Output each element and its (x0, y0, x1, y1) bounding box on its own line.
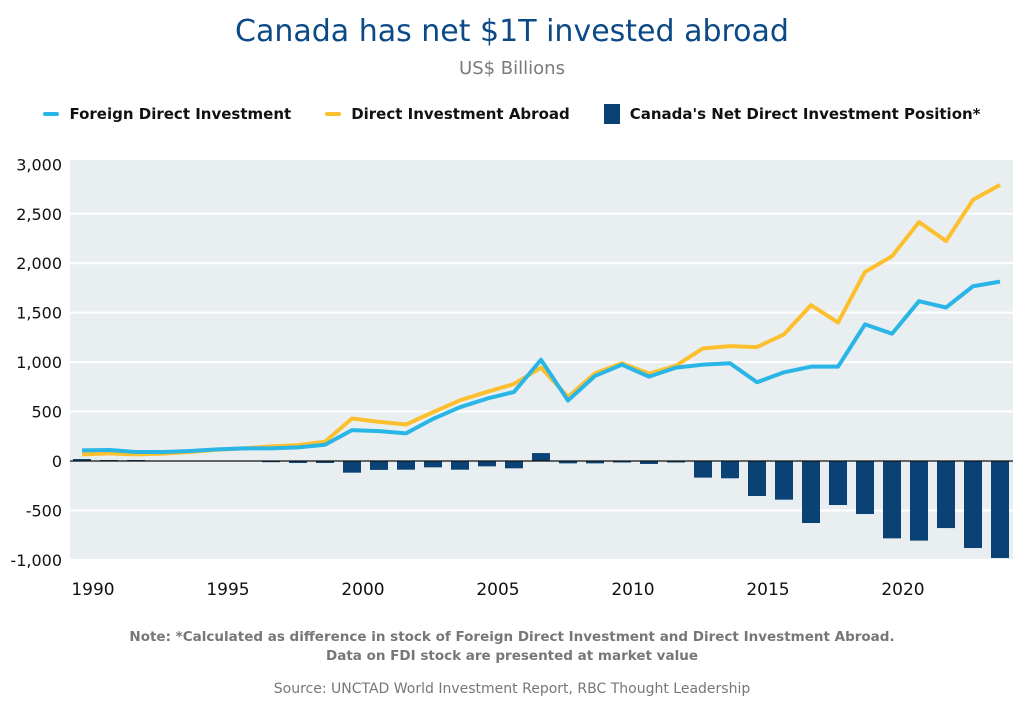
line-fdi (81, 279, 1001, 455)
bar-net-2015 (748, 461, 766, 497)
bar-net-2021 (910, 461, 928, 541)
legend-label-fdi: Foreign Direct Investment (69, 105, 292, 123)
bar-net-1990 (73, 459, 91, 461)
bar-net-2011 (640, 461, 658, 464)
legend-swatch-dia (325, 112, 342, 116)
x-tick-label: 1990 (71, 580, 114, 600)
bar-net-2013 (694, 461, 712, 478)
x-tick-label: 2015 (746, 580, 789, 600)
bar-net-2001 (370, 461, 388, 470)
y-tick-label: -500 (26, 501, 62, 520)
legend-item-dia: Direct Investment Abroad (325, 105, 570, 123)
y-tick-label: 1,000 (16, 353, 62, 372)
bar-net-2020 (883, 461, 901, 539)
bar-net-1999 (316, 461, 334, 463)
legend-label-net: Canada's Net Direct Investment Position* (629, 105, 981, 123)
chart-subtitle: US$ Billions (459, 58, 565, 79)
bar-net-2022 (937, 461, 955, 529)
bar-net-2000 (343, 461, 361, 473)
bar-net-2005 (478, 461, 496, 467)
note-line-1: Note: *Calculated as difference in stock… (129, 629, 895, 645)
chart-plot: -1,000 -500 0 500 1,000 1,500 2,000 2,500 3,000 1… (10, 155, 1013, 600)
legend-item-fdi: Foreign Direct Investment (43, 105, 291, 123)
note-line-2: Data on FDI stock are presented at marke… (326, 648, 698, 664)
legend-swatch-fdi (43, 112, 60, 116)
x-tick-label: 2000 (341, 580, 384, 600)
bar-net-2023 (964, 461, 982, 549)
x-tick-label: 2010 (611, 580, 654, 600)
bar-net-1998 (289, 461, 307, 463)
y-tick-label: 2,500 (16, 205, 62, 224)
bar-net-2009 (586, 461, 604, 464)
y-tick-label: 3,000 (16, 155, 62, 174)
bar-net-2019 (856, 461, 874, 515)
chart-title: Canada has net $1T invested abroad (235, 14, 789, 49)
legend-label-dia: Direct Investment Abroad (351, 105, 570, 123)
bar-net-2002 (397, 461, 415, 470)
y-tick-label: 500 (31, 403, 62, 422)
bar-net-2017 (802, 461, 820, 524)
bar-net-2018 (829, 461, 847, 506)
chart-note: Note: *Calculated as difference in stock… (0, 628, 1024, 666)
legend-item-net: Canada's Net Direct Investment Position* (603, 104, 981, 124)
y-tick-label: -1,000 (10, 551, 62, 570)
bar-net-2014 (721, 461, 739, 479)
legend-swatch-net (603, 104, 620, 124)
y-tick-label: 2,000 (16, 254, 62, 273)
chart-source: Source: UNCTAD World Investment Report, … (273, 681, 751, 697)
x-tick-label: 1995 (206, 580, 249, 600)
bar-net-2008 (559, 461, 577, 464)
bar-net-2006 (505, 461, 523, 469)
bar-net-2010 (613, 461, 631, 463)
bar-net-2003 (424, 461, 442, 468)
x-tick-label: 2005 (476, 580, 519, 600)
x-tick-label: 2020 (881, 580, 924, 600)
legend: Foreign Direct Investment Direct Investm… (0, 104, 1024, 124)
bar-net-2004 (451, 461, 469, 470)
y-tick-label: 1,500 (16, 304, 62, 323)
bar-net-2012 (667, 461, 685, 463)
bar-net-2007 (532, 453, 550, 461)
y-tick-label: 0 (52, 452, 62, 471)
bar-net-2024 (991, 461, 1009, 559)
bar-net-2016 (775, 461, 793, 500)
